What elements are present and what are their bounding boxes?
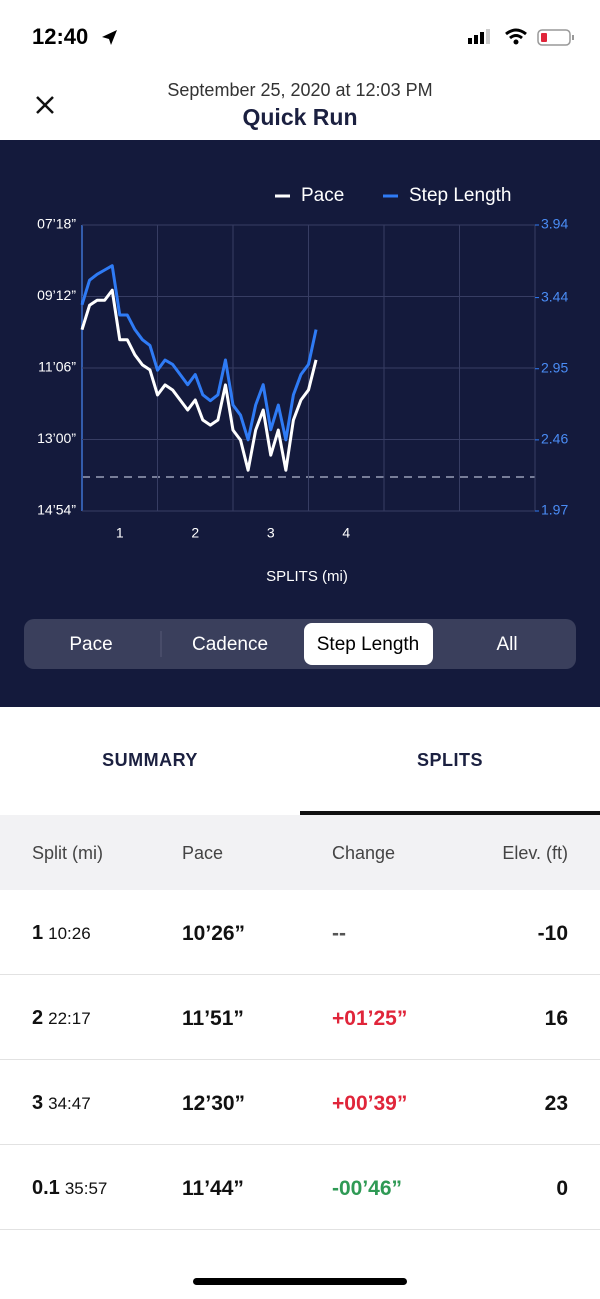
series-line	[80, 264, 318, 442]
split-time: 35:57	[64, 1179, 108, 1198]
chart: 07’18” 09’12” 11’06” 13’00” 14’54” 3.94 3.44 2.…	[0, 140, 600, 707]
table-header	[0, 815, 600, 890]
close-button[interactable]	[34, 94, 56, 116]
location-icon	[102, 30, 117, 45]
x-tick-label: 1	[116, 525, 124, 541]
split-cell: 2 22:17	[32, 1007, 91, 1030]
y2-tick-label: 2.46	[541, 431, 568, 447]
elev-cell: 0	[556, 1177, 568, 1200]
elev-cell: 23	[544, 1092, 568, 1115]
split-number: 0.1	[32, 1177, 60, 1199]
split-number: 3	[32, 1092, 44, 1114]
y2-tick-label: 3.94	[541, 216, 568, 232]
pace-cell: 12’30”	[182, 1092, 246, 1115]
segment-option[interactable]: Step Length	[317, 634, 419, 655]
legend-label: Pace	[301, 185, 344, 206]
tab[interactable]: SUMMARY	[102, 750, 198, 770]
pace-cell: 10’26”	[182, 922, 246, 945]
row-divider	[0, 1144, 600, 1145]
y-tick-label: 07’18”	[37, 216, 76, 232]
x-tick-label: 3	[267, 525, 275, 541]
x-tick-label: 2	[191, 525, 199, 541]
column-header: Pace	[182, 843, 224, 863]
tab-indicator	[300, 811, 600, 815]
run-date: September 25, 2020 at 12:03 PM	[167, 80, 433, 100]
change-cell: +00’39”	[332, 1092, 408, 1115]
pace-cell: 11’51”	[182, 1007, 244, 1030]
segment-option[interactable]: Pace	[69, 634, 112, 655]
split-time: 10:26	[48, 924, 91, 943]
y-tick-label: 09’12”	[37, 287, 76, 303]
split-cell: 1 10:26	[32, 922, 91, 945]
change-cell: -00’46”	[332, 1177, 403, 1200]
change-cell: --	[332, 922, 346, 945]
pace-cell: 11’44”	[182, 1177, 244, 1200]
run-title: Quick Run	[242, 104, 358, 130]
segment-option[interactable]: Cadence	[192, 634, 268, 655]
column-header: Elev. (ft)	[502, 843, 568, 863]
legend-label: Step Length	[409, 185, 511, 206]
column-header: Split (mi)	[32, 843, 103, 863]
elev-cell: -10	[537, 922, 568, 945]
split-time: 22:17	[48, 1009, 91, 1028]
row-divider	[0, 1229, 600, 1230]
segment-option[interactable]: All	[496, 634, 517, 655]
column-header: Change	[332, 843, 396, 863]
split-number: 2	[32, 1007, 44, 1029]
split-cell: 3 34:47	[32, 1092, 91, 1115]
tab-bar	[0, 707, 600, 815]
series-line	[80, 288, 318, 472]
tab[interactable]: SPLITS	[416, 750, 483, 770]
x-axis-label: SPLITS (mi)	[266, 568, 348, 585]
elev-cell: 16	[544, 1007, 568, 1030]
home-indicator	[193, 1278, 407, 1285]
split-number: 1	[32, 922, 44, 944]
y-tick-label: 11’06”	[38, 359, 76, 375]
x-tick-label: 4	[342, 525, 350, 541]
status-time: 12:40	[32, 24, 89, 49]
y2-tick-label: 3.44	[541, 288, 568, 304]
segment-control	[24, 619, 576, 669]
y-tick-label: 13’00”	[37, 430, 76, 446]
y2-tick-label: 1.97	[541, 502, 568, 518]
status-icons	[468, 28, 574, 46]
y2-tick-label: 2.95	[541, 359, 568, 375]
row-divider	[0, 974, 600, 975]
change-cell: +01’25”	[332, 1007, 408, 1030]
y-tick-label: 14’54”	[37, 502, 76, 518]
segment-selected	[304, 623, 433, 665]
split-time: 34:47	[48, 1094, 91, 1113]
row-divider	[0, 1059, 600, 1060]
split-cell: 0.1 35:57	[32, 1177, 107, 1200]
chart-background	[0, 140, 600, 707]
